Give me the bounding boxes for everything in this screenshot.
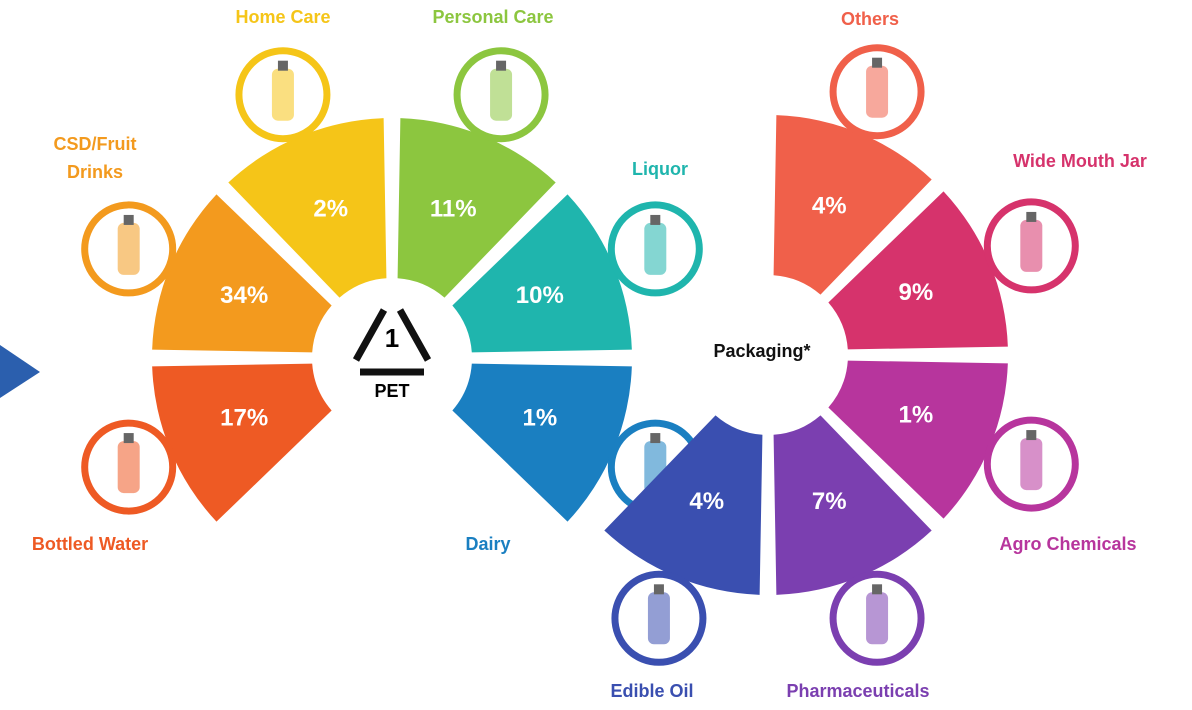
product-icon <box>1020 438 1043 491</box>
percentage: 4% <box>812 193 847 220</box>
product-cap <box>123 433 134 444</box>
segment-label: Pharmaceuticals <box>786 681 929 701</box>
product-cap <box>650 214 661 225</box>
product-icon <box>271 68 294 121</box>
product-cap <box>1026 430 1037 441</box>
segment <box>773 415 932 595</box>
percentage: 34% <box>220 282 268 309</box>
percentage: 10% <box>516 282 564 309</box>
percentage: 4% <box>689 488 724 515</box>
product-cap <box>872 57 883 68</box>
segment <box>228 118 387 298</box>
segment <box>828 191 1008 350</box>
segment <box>773 115 932 295</box>
product-icon <box>866 592 889 645</box>
segment <box>452 194 632 353</box>
percentage: 1% <box>898 402 933 429</box>
segment <box>397 118 556 298</box>
product-cap <box>653 584 664 595</box>
product-icon <box>117 222 140 275</box>
arrow <box>0 345 40 398</box>
packaging-label: Packaging* <box>713 341 810 361</box>
product-cap <box>496 60 507 71</box>
percentage: 2% <box>313 196 348 223</box>
product-cap <box>650 433 661 444</box>
segment-label: Liquor <box>632 159 688 179</box>
hub <box>314 280 470 436</box>
segment-label: Home Care <box>235 7 330 27</box>
product-cap <box>123 214 134 225</box>
segment-label: Personal Care <box>432 7 553 27</box>
recycle-symbol <box>352 308 432 376</box>
segment-label: Wide Mouth Jar <box>1013 151 1147 171</box>
percentage: 7% <box>812 488 847 515</box>
segment-label: Others <box>841 9 899 29</box>
product-icon <box>117 441 140 494</box>
segment <box>604 415 763 595</box>
product-icon <box>490 68 513 121</box>
segment-label: Agro Chemicals <box>999 534 1136 554</box>
segment-label: Edible Oil <box>610 681 693 701</box>
percentage: 17% <box>220 405 268 432</box>
product-icon <box>644 222 667 275</box>
segment-label: Bottled Water <box>32 534 148 554</box>
segment <box>452 363 632 522</box>
product-icon <box>1020 219 1043 272</box>
segment-label: CSD/Fruit <box>54 134 137 154</box>
hub <box>690 277 846 433</box>
recycle-label: PET <box>374 381 409 401</box>
product-cap <box>277 60 288 71</box>
product-cap <box>872 584 883 595</box>
segment-label: Dairy <box>465 534 510 554</box>
segment-label: Drinks <box>67 162 123 182</box>
recycle-number: 1 <box>385 323 399 353</box>
percentage: 11% <box>430 196 477 223</box>
product-cap <box>1026 211 1037 222</box>
segment <box>152 363 332 522</box>
segment <box>828 360 1008 519</box>
product-icon <box>866 65 889 118</box>
product-icon <box>647 592 670 645</box>
percentage: 9% <box>898 279 933 306</box>
percentage: 1% <box>522 405 557 432</box>
segment <box>152 194 332 353</box>
